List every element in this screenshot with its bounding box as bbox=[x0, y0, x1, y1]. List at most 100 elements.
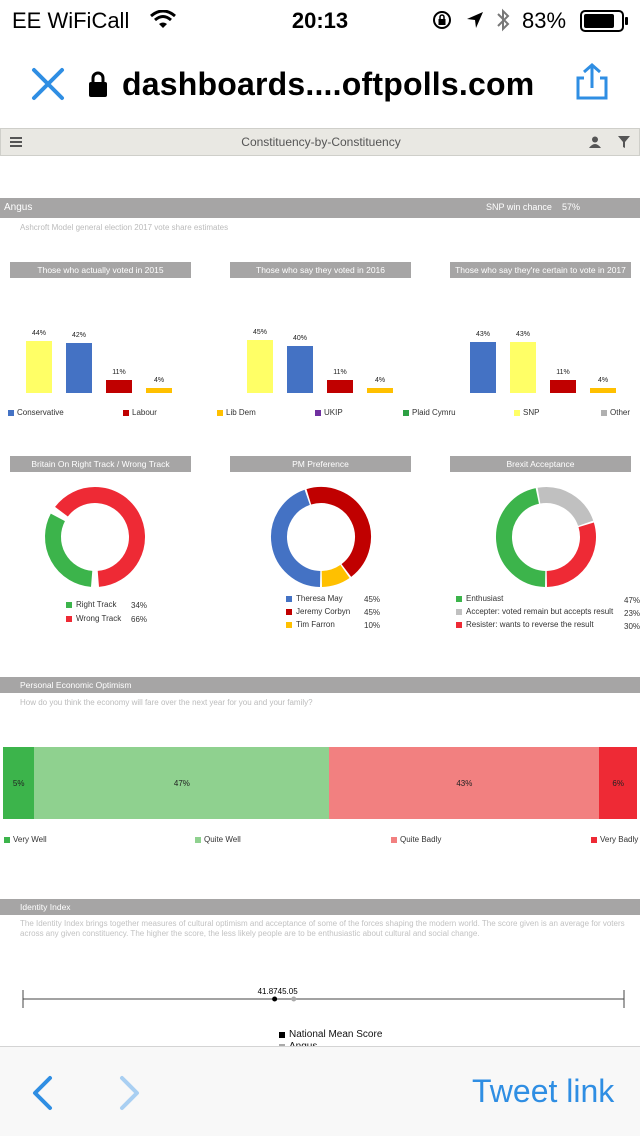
status-bar: EE WiFiCall 20:13 83% bbox=[0, 0, 640, 40]
rotation-lock-icon bbox=[433, 11, 451, 29]
identity-header: Identity Index bbox=[0, 899, 640, 915]
legend-accepter: Accepter: voted remain but accepts resul… bbox=[466, 607, 614, 616]
legend-swatch-quite-well bbox=[195, 837, 201, 843]
legend-enthusiast: Enthusiast bbox=[466, 594, 504, 603]
user-icon[interactable] bbox=[589, 136, 601, 148]
legend-national-mean: National Mean Score bbox=[289, 1029, 383, 1040]
donut-slice-wrong-track bbox=[55, 487, 145, 587]
hamburger-menu-icon[interactable] bbox=[10, 137, 22, 147]
legend-swatch-labour bbox=[123, 410, 129, 416]
legend-swatch-very-badly bbox=[591, 837, 597, 843]
legend-swatch-other bbox=[601, 410, 607, 416]
forward-arrow-icon[interactable] bbox=[118, 1075, 142, 1111]
bar-2015-2 bbox=[106, 380, 132, 393]
legend-tim-farron: Tim Farron bbox=[296, 620, 335, 629]
url-text[interactable]: dashboards....oftpolls.com bbox=[122, 66, 535, 102]
bar-label-2016-2: 11% bbox=[333, 369, 347, 377]
bar-label-2015-1: 42% bbox=[71, 332, 86, 340]
legend-swatch-wrong-track bbox=[66, 616, 72, 622]
donut-slice-enthusiast bbox=[496, 488, 546, 587]
win-chance-label: SNP win chance bbox=[486, 202, 552, 212]
legend-quite-badly: Quite Badly bbox=[400, 835, 442, 844]
legend-swatch-ukip bbox=[315, 410, 321, 416]
chart-title-2015: Those who actually voted in 2015 bbox=[10, 262, 191, 278]
legend-swatch-libdem bbox=[217, 410, 223, 416]
bar-2017-3 bbox=[590, 388, 616, 393]
legend-swatch-resister bbox=[456, 622, 462, 628]
legend-theresa-may-value: 45% bbox=[364, 595, 381, 604]
bar-label-2017-3: 4% bbox=[597, 377, 609, 385]
segment-very-well-label: 5% bbox=[12, 778, 25, 788]
legend-labour: Labour bbox=[132, 408, 157, 417]
bar-2016-2 bbox=[327, 380, 353, 393]
bar-2017-1 bbox=[510, 342, 536, 393]
bar-2016-3 bbox=[367, 388, 393, 393]
legend-swatch-right-track bbox=[66, 602, 72, 608]
bar-label-2016-1: 40% bbox=[292, 334, 307, 342]
close-icon[interactable] bbox=[30, 66, 66, 102]
legend-swatch-quite-badly bbox=[391, 837, 397, 843]
legend-swatch-theresa-may bbox=[286, 596, 292, 602]
legend-swatch-snp bbox=[514, 410, 520, 416]
legend-resister-value: 30% bbox=[624, 622, 640, 631]
legend-wrong-track-value: 66% bbox=[131, 615, 148, 624]
donut-slice-tim-farron bbox=[321, 564, 350, 587]
bar-label-2015-3: 4% bbox=[153, 377, 165, 385]
national-mean-marker bbox=[272, 996, 278, 1002]
segment-quite-badly-label: 43% bbox=[456, 778, 473, 788]
chart-title-2016: Those who say they voted in 2016 bbox=[230, 262, 411, 278]
donut-slice-accepter bbox=[537, 487, 594, 527]
bar-2015-1 bbox=[66, 343, 92, 393]
bar-label-2016-3: 4% bbox=[374, 377, 386, 385]
donut-slice-theresa-may bbox=[271, 489, 321, 587]
chart-title-brexit: Brexit Acceptance bbox=[450, 456, 631, 472]
lock-icon bbox=[89, 71, 107, 97]
tweet-link-button[interactable]: Tweet link bbox=[472, 1073, 615, 1109]
address-bar: dashboards....oftpolls.com bbox=[0, 44, 640, 124]
local-score-value: 45.05 bbox=[278, 987, 299, 996]
chart-title-pm-preference: PM Preference bbox=[230, 456, 411, 472]
donut-slice-right-track bbox=[45, 513, 93, 587]
identity-title: Identity Index bbox=[20, 902, 71, 912]
legend-libdem: Lib Dem bbox=[226, 408, 256, 417]
filter-icon[interactable] bbox=[618, 136, 630, 148]
right-track-donut bbox=[45, 487, 145, 587]
dashboard-header: Constituency-by-Constituency bbox=[0, 128, 640, 156]
wifi-icon bbox=[150, 10, 176, 28]
bottom-toolbar: Tweet link bbox=[0, 1046, 640, 1136]
chart-title-right-track: Britain On Right Track / Wrong Track bbox=[10, 456, 191, 472]
legend-swatch-tim-farron bbox=[286, 622, 292, 628]
segment-very-badly: 6% bbox=[599, 747, 637, 819]
donut-slice-jeremy-corbyn bbox=[306, 487, 371, 577]
legend-theresa-may: Theresa May bbox=[296, 594, 343, 603]
bar-2017-2 bbox=[550, 380, 576, 393]
location-icon bbox=[467, 12, 483, 28]
national-mean-value: 41.87 bbox=[258, 987, 279, 996]
battery-icon bbox=[580, 10, 628, 32]
legend-very-badly: Very Badly bbox=[600, 835, 639, 844]
pm-preference-donut bbox=[271, 487, 371, 587]
legend-swatch-enthusiast bbox=[456, 596, 462, 602]
donut-slice-resister bbox=[546, 522, 596, 587]
dashboard-title: Constituency-by-Constituency bbox=[241, 135, 401, 149]
bar-2016-1 bbox=[287, 345, 313, 393]
optimism-header: Personal Economic Optimism bbox=[0, 677, 640, 693]
legend-other: Other bbox=[610, 408, 631, 417]
segment-very-badly-label: 6% bbox=[612, 778, 624, 788]
back-arrow-icon[interactable] bbox=[30, 1075, 54, 1111]
legend-right-track: Right Track bbox=[76, 600, 117, 609]
win-chance-value: 57% bbox=[562, 202, 581, 212]
legend-tim-farron-value: 10% bbox=[364, 621, 381, 630]
legend-swatch-conservative bbox=[8, 410, 14, 416]
chart-title-2017: Those who say they're certain to vote in… bbox=[450, 262, 631, 278]
optimism-title: Personal Economic Optimism bbox=[20, 680, 132, 690]
optimism-question: How do you think the economy will fare o… bbox=[20, 698, 313, 707]
legend-wrong-track: Wrong Track bbox=[76, 614, 122, 623]
segment-very-well: 5% bbox=[3, 747, 35, 819]
share-icon[interactable] bbox=[572, 62, 612, 102]
legend-enthusiast-value: 47% bbox=[624, 596, 640, 605]
legend-swatch-plaid bbox=[403, 410, 409, 416]
legend-very-well: Very Well bbox=[13, 835, 47, 844]
constituency-name: Angus bbox=[4, 202, 33, 213]
legend-ukip: UKIP bbox=[324, 408, 343, 417]
